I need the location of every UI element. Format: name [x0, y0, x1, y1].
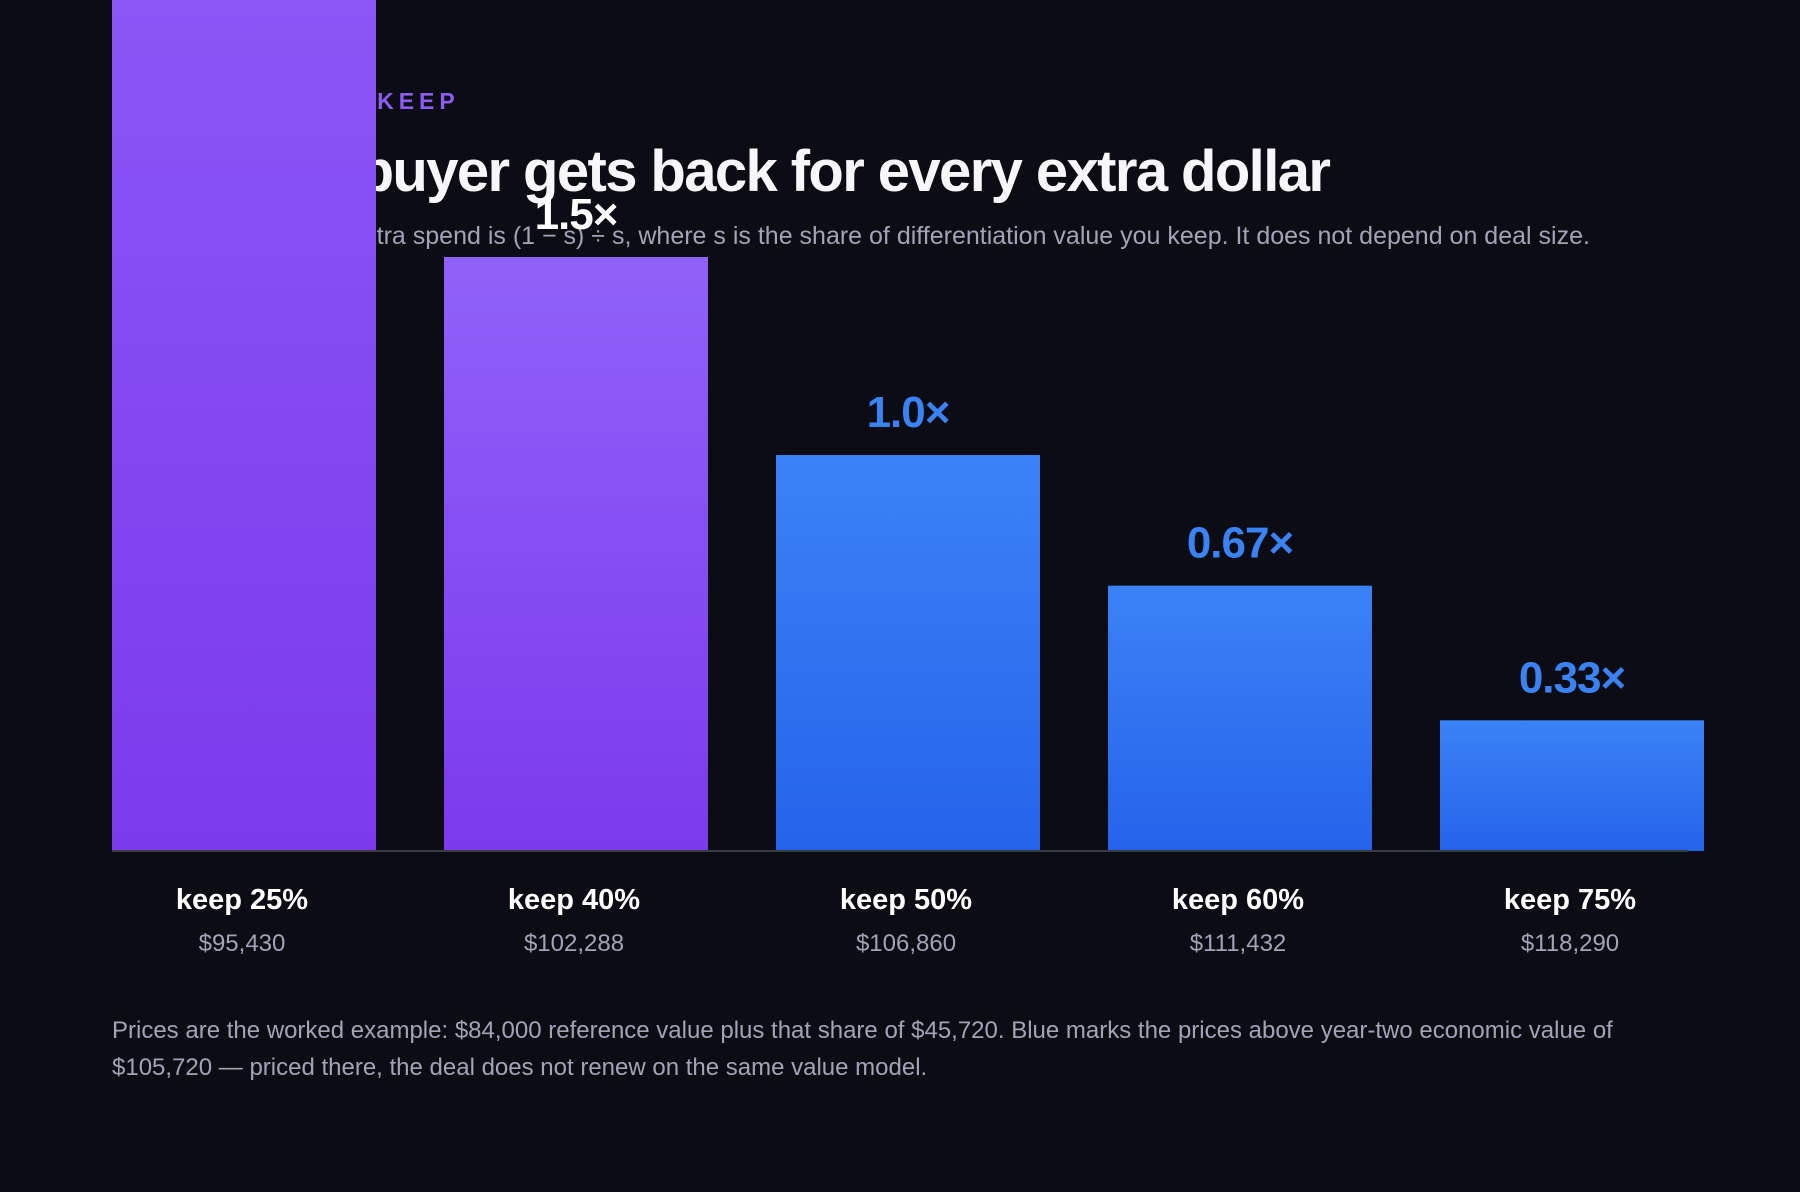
category-label: keep 75% [1504, 884, 1636, 916]
bar-value-label: 0.33× [1519, 653, 1625, 702]
bar-3 [776, 455, 1040, 851]
bar-value-label: 0.67× [1187, 519, 1293, 568]
bar-value-label: 1.5× [535, 190, 618, 239]
chart-footnote: Prices are the worked example: $84,000 r… [112, 1017, 1613, 1081]
category-label: keep 60% [1172, 884, 1304, 916]
price-label: $111,432 [1190, 930, 1287, 957]
price-label: $95,430 [199, 930, 286, 957]
bar-1 [112, 0, 376, 851]
category-label: keep 50% [840, 884, 972, 916]
category-label: keep 25% [176, 884, 308, 916]
bar-value-label: 1.0× [867, 388, 950, 437]
price-label: $102,288 [524, 930, 624, 957]
bar-2 [444, 257, 708, 851]
price-label: $106,860 [856, 930, 956, 957]
category-label: keep 40% [508, 884, 640, 916]
price-label: $118,290 [1521, 930, 1619, 957]
bar-4 [1108, 585, 1372, 851]
bar-5 [1440, 720, 1704, 851]
